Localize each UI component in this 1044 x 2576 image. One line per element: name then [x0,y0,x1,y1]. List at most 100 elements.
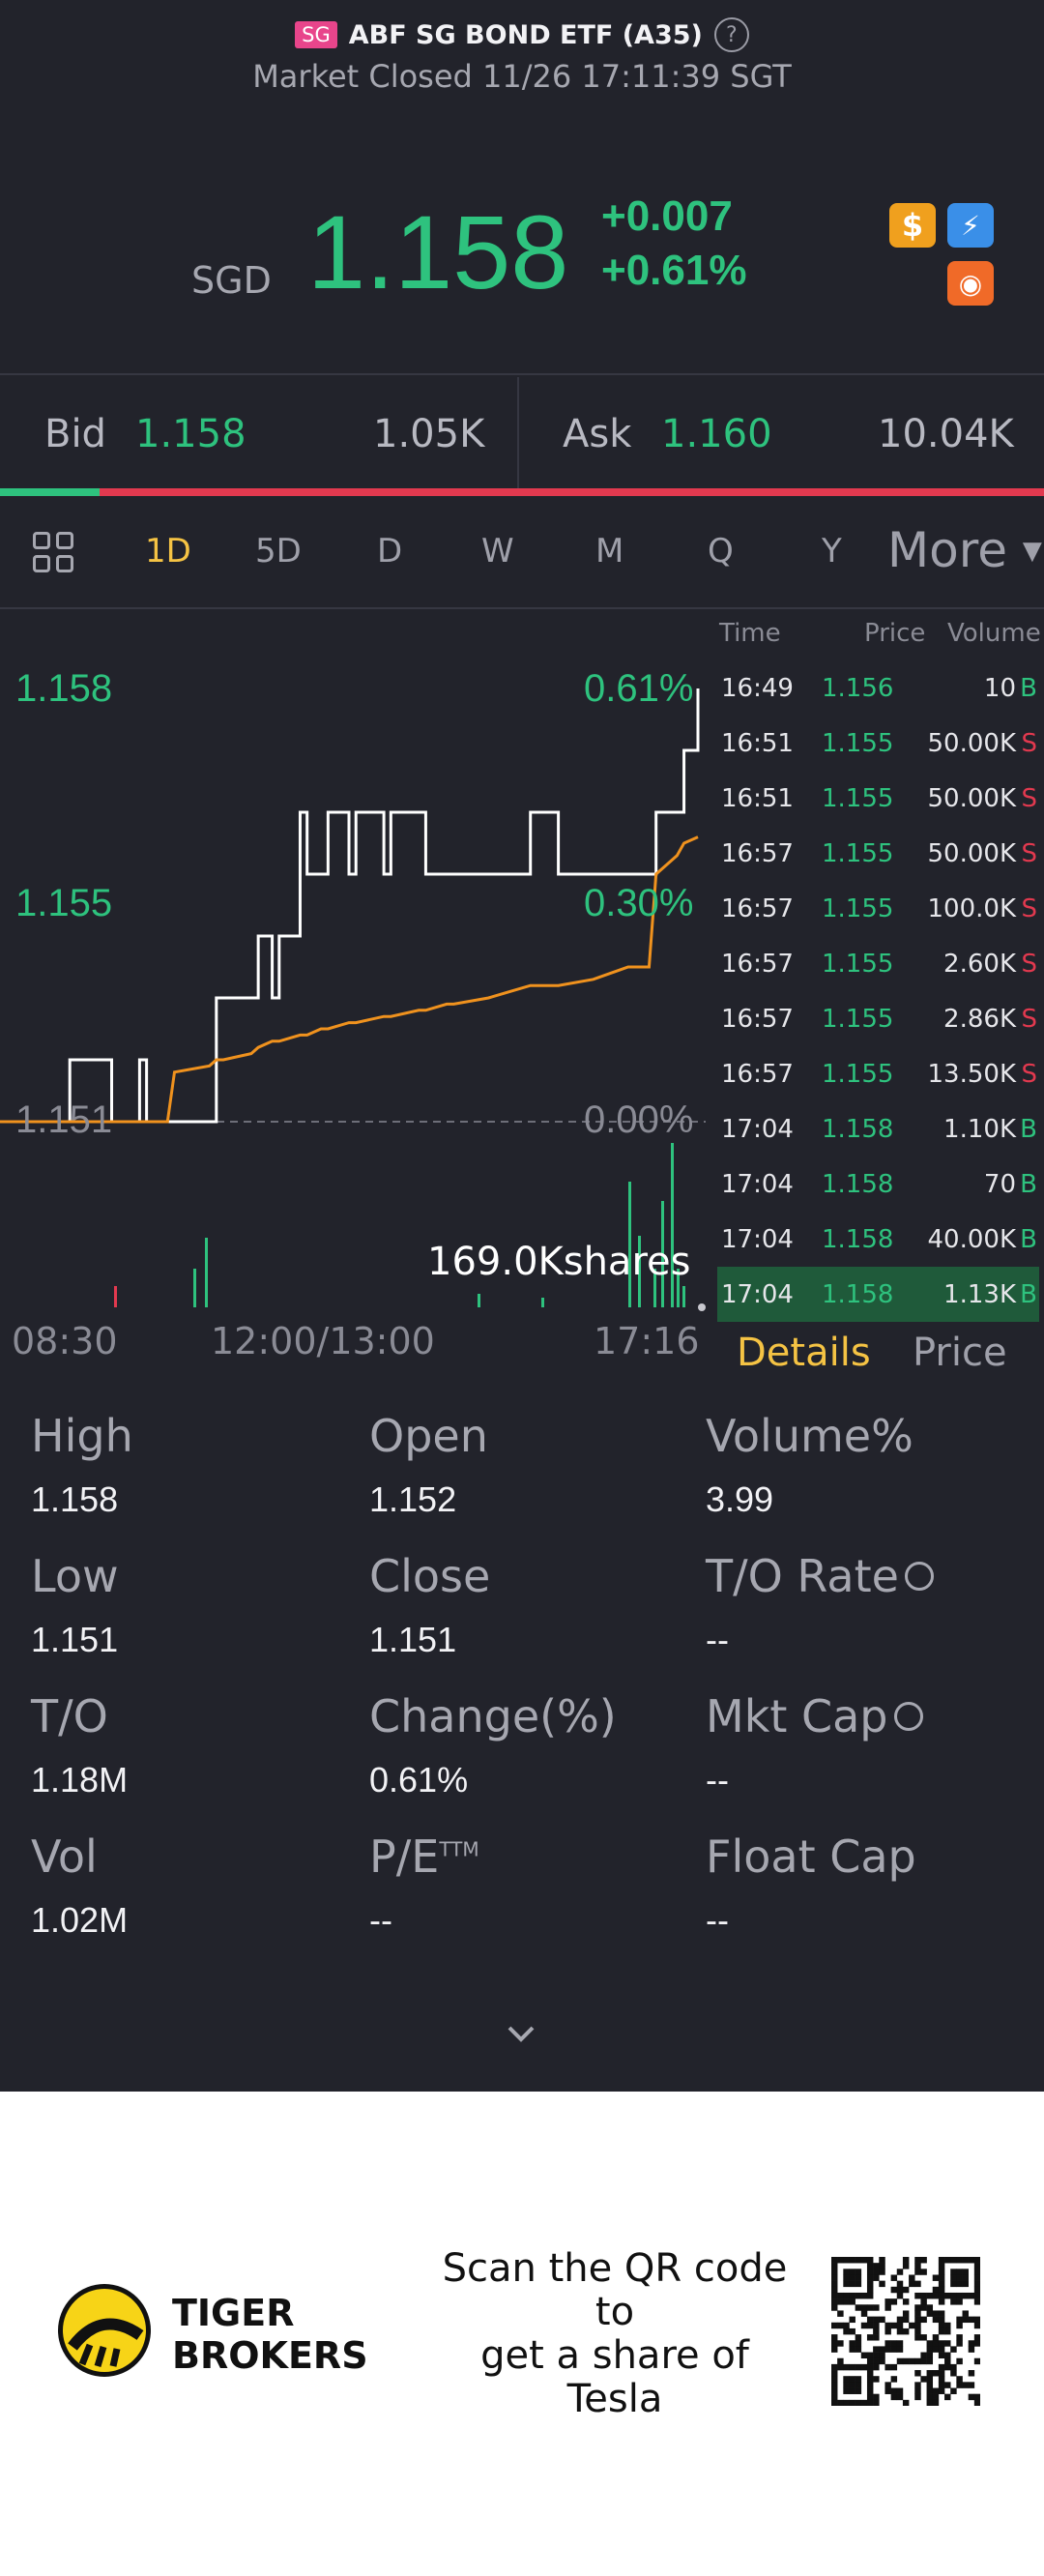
qr-module [938,2269,945,2275]
qr-module [926,2399,934,2406]
qr-module [879,2357,885,2365]
qr-module [914,2334,921,2341]
qr-module [956,2334,963,2341]
qr-module [973,2269,980,2275]
qr-module [938,2322,945,2329]
stock-title[interactable]: ABF SG BOND ETF (A35) [348,19,703,50]
qr-module [926,2292,934,2299]
qr-module [938,2363,945,2371]
qr-module [831,2274,838,2281]
x-label-end: 17:16 [594,1320,700,1362]
qr-module [873,2274,880,2281]
qr-module [956,2357,963,2365]
qr-module [973,2357,980,2365]
qr-module [956,2322,963,2329]
info-icon[interactable] [893,1701,923,1731]
qr-module [973,2399,980,2406]
volume-bar [653,1269,656,1307]
qr-module [902,2286,910,2294]
qr-module [843,2327,850,2335]
qr-module [831,2292,838,2299]
qr-module [926,2393,934,2401]
qr-module [896,2280,904,2288]
tab-price[interactable]: Price [913,1331,1007,1375]
qr-module [909,2274,915,2281]
qr-module [873,2363,880,2371]
qr-module [938,2298,945,2305]
qr-module [849,2257,856,2264]
qr-module [831,2393,838,2401]
qr-module [873,2304,880,2311]
trade-row: 16:57 1.155 2.86K S [717,991,1039,1046]
qr-module [866,2316,874,2324]
badge-icon[interactable]: ◉ [947,261,994,306]
qr-module [938,2352,945,2359]
tab-y[interactable]: Y [822,532,842,571]
qr-module [902,2263,910,2269]
tab-q[interactable]: Q [708,532,734,571]
qr-module [950,2363,957,2371]
stat-label: T/O Rate [706,1550,934,1602]
expand-chevron-icon[interactable] [507,2019,536,2048]
tiger-logo-icon [58,2284,151,2377]
qr-module [962,2292,969,2299]
lightning-icon[interactable]: ⚡ [947,203,994,248]
qr-module [860,2399,868,2406]
qr-module [973,2257,980,2264]
tab-5d[interactable]: 5D [255,532,302,571]
tab-m[interactable]: M [595,532,624,571]
qr-module [926,2387,934,2394]
qr-module [831,2263,838,2269]
qr-module [944,2382,951,2388]
stat-value: -- [706,1900,729,1940]
qr-code-icon [831,2257,980,2406]
qr-module [968,2382,975,2388]
stat-value: 1.151 [369,1620,457,1659]
qr-module [855,2346,862,2353]
qr-module [962,2280,969,2288]
tab-details[interactable]: Details [737,1331,871,1375]
qr-module [884,2387,891,2394]
qr-module [831,2382,838,2388]
qr-module [896,2346,904,2353]
qr-module [866,2352,874,2359]
change-value: +0.007 [601,192,733,240]
price-line [0,688,700,1124]
qr-module [884,2304,891,2311]
trade-side: S [1021,950,1037,979]
y-label-low: 1.151 [15,1098,113,1141]
currency-label: SGD [191,259,272,302]
info-icon[interactable] [904,1561,934,1591]
tab-d[interactable]: D [377,532,403,571]
trade-price: 1.155 [822,894,894,923]
trade-row: 16:57 1.155 2.60K S [717,936,1039,991]
intraday-chart[interactable] [0,611,717,1317]
dollar-icon[interactable]: $ [889,203,936,248]
qr-module [896,2387,904,2394]
qr-module [837,2292,844,2299]
qr-module [968,2393,975,2401]
qr-module [973,2292,980,2299]
qr-module [837,2257,844,2264]
qr-module [860,2363,868,2371]
qr-module [914,2357,921,2365]
qr-module [962,2382,969,2388]
bid-ask-ratio-bar [0,488,1044,496]
qr-module [866,2363,874,2371]
tab-w[interactable]: W [481,532,514,571]
qr-module [873,2334,880,2341]
volume-bar [541,1298,544,1307]
more-label: More [887,522,1007,578]
qr-module [932,2316,940,2324]
layout-grid-icon[interactable] [33,532,75,574]
trade-time: 17:04 [721,1225,794,1254]
help-icon[interactable]: ? [713,17,749,52]
qr-module [879,2346,885,2353]
tab-1d[interactable]: 1D [145,532,191,571]
trade-volume: 2.86K [943,1005,1016,1034]
qr-module [849,2280,856,2288]
more-tab[interactable]: More ▼ [887,522,1042,578]
qr-module [855,2363,862,2371]
qr-module [938,2327,945,2335]
qr-module [831,2399,838,2406]
